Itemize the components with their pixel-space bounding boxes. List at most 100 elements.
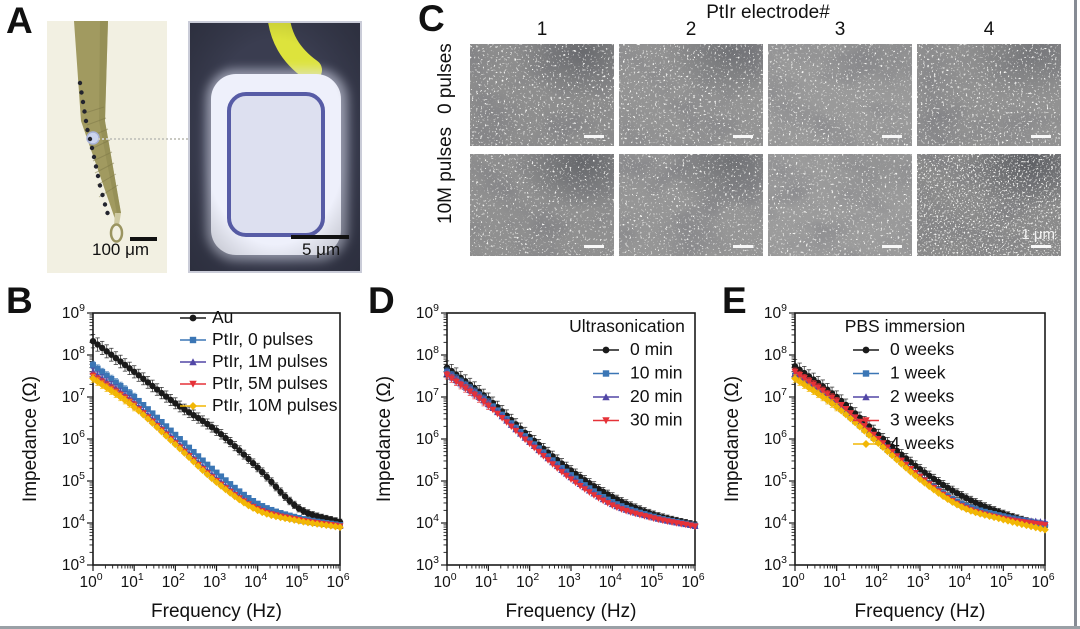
svg-text:103: 103 [416,554,439,574]
svg-text:109: 109 [764,302,787,322]
legend-entry-label: 3 weeks [890,410,954,430]
panel-label-c: C [418,0,445,39]
impedance-chart-b: 103 104 105 106 107 108 109 100 101 102 103 104 105 1… [20,302,350,622]
svg-text:109: 109 [62,302,85,322]
page-bottom-edge-line [0,626,1080,629]
svg-text:103: 103 [906,571,929,591]
svg-text:105: 105 [640,571,663,591]
series-au [89,334,344,526]
impedance-chart-e: 103 104 105 106 107 108 109 100 101 102 103 104 105 1… [722,302,1055,622]
scale-bar [130,237,157,241]
series-4-weeks [791,374,1049,534]
legend-entry-label: Au [212,307,233,327]
svg-text:102: 102 [516,571,539,591]
legend-entry-label: PtIr, 0 pulses [212,329,313,349]
legend-entry: PtIr, 0 pulses [180,329,313,349]
legend-entry: Au [180,307,233,327]
legend-entry: 4 weeks [853,433,954,453]
electrode-shank-photo: 100 μm [47,21,167,273]
svg-text:103: 103 [62,554,85,574]
scale-bar-label: 5 μm [302,240,341,259]
probe-tip-loop [109,223,124,243]
svg-text:107: 107 [416,386,439,406]
series-30-min [443,370,699,530]
sem-row-label: 10M pulses [435,126,456,224]
svg-text:106: 106 [62,428,85,448]
sem-scale-bar [733,134,753,138]
legend-entry: 1 week [853,363,946,383]
legend-entry-label: PtIr, 5M pulses [212,373,328,393]
legend-title: Ultrasonication [569,316,685,336]
legend-entry-label: 10 min [630,363,683,383]
legend-entry: 10 min [593,363,683,383]
svg-text:109: 109 [416,302,439,322]
svg-text:101: 101 [121,571,144,591]
svg-text:105: 105 [285,571,308,591]
y-axis-label: Impedance (Ω) [722,376,743,502]
sem-column-label: 3 [834,19,846,40]
svg-text:103: 103 [203,571,226,591]
panel-label-d: D [368,280,395,321]
legend-entry-label: 0 min [630,339,673,359]
svg-text:103: 103 [764,554,787,574]
x-axis-label: Frequency (Hz) [855,601,986,622]
svg-text:107: 107 [62,386,85,406]
impedance-chart-d: 103 104 105 106 107 108 109 100 101 102 103 104 105 1… [374,302,705,622]
legend-entry: 20 min [593,386,683,406]
panel-label-e: E [722,280,747,321]
sem-scale-bar [584,134,604,138]
svg-text:102: 102 [865,571,888,591]
y-axis-label: Impedance (Ω) [20,376,41,502]
svg-text:108: 108 [764,344,787,364]
legend-entry-label: 1 week [890,363,946,383]
legend-entry-label: 30 min [630,410,683,430]
panel-label-a: A [6,0,33,41]
svg-text:104: 104 [244,571,267,591]
sem-grid-title: PtIr electrode# [706,2,830,23]
legend-entry-label: 0 weeks [890,339,954,359]
legend-entry-label: PtIr, 1M pulses [212,351,328,371]
legend-entry-label: 20 min [630,386,683,406]
svg-text:103: 103 [557,571,580,591]
y-axis-label: Impedance (Ω) [374,376,395,502]
sem-image [619,44,763,146]
svg-text:101: 101 [823,571,846,591]
page-right-edge-line [1074,0,1077,629]
scale-bar [291,235,349,239]
legend-entry: 3 weeks [853,410,954,430]
svg-text:100: 100 [781,571,804,591]
electrode-site-dots [77,80,110,216]
legend: Ultrasonication 0 min 10 min 20 min 30 min [569,316,685,430]
sem-image [768,44,912,146]
svg-text:104: 104 [62,512,85,532]
svg-text:106: 106 [1031,571,1054,591]
sem-row-label: 0 pulses [435,43,456,114]
electrode-site-closeup-photo: 5 μm [188,2,362,273]
legend-entry-label: 4 weeks [890,433,954,453]
sem-scale-bar [733,244,753,248]
svg-text:100: 100 [433,571,456,591]
x-axis-label: Frequency (Hz) [506,601,637,622]
site-pointer-dotted-line [98,138,188,140]
svg-text:106: 106 [326,571,349,591]
svg-text:106: 106 [764,428,787,448]
svg-text:106: 106 [416,428,439,448]
sem-scale-label: 1 μm [1021,226,1055,243]
sem-image: 1 μm [917,154,1061,256]
electrode-shank-illustration [47,21,167,273]
sem-image [768,154,912,256]
legend-entry: 30 min [593,410,683,430]
sem-column-label: 2 [685,19,697,40]
sem-image [470,154,614,256]
svg-text:108: 108 [62,344,85,364]
svg-text:105: 105 [990,571,1013,591]
legend-entry: PtIr, 1M pulses [180,351,328,371]
svg-text:105: 105 [764,470,787,490]
svg-text:100: 100 [79,571,102,591]
sem-column-label: 4 [983,19,995,40]
svg-text:105: 105 [416,470,439,490]
sem-scale-bar [882,134,902,138]
legend-entry: PtIr, 10M pulses [180,395,338,415]
